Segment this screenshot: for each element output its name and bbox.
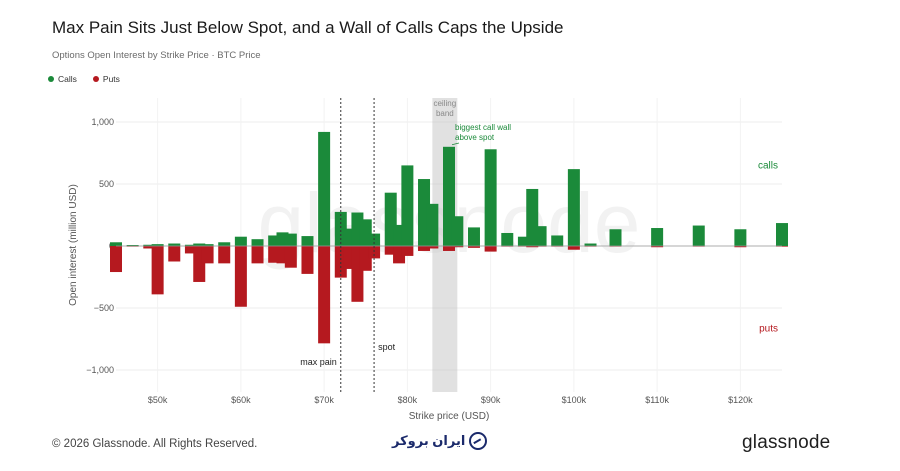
call-bar: [110, 242, 122, 246]
call-bar: [143, 244, 156, 246]
x-tick-label: $110k: [645, 395, 669, 405]
call-bar: [268, 235, 281, 246]
y-tick-label: 1,000: [91, 117, 114, 127]
call-bar: [551, 235, 564, 246]
call-bar: [467, 227, 480, 246]
call-bar: [318, 131, 331, 246]
annotation-arrow: [451, 142, 460, 146]
annotation-call-wall: biggest call wall: [455, 123, 511, 132]
footer-copyright: © 2026 Glassnode. All Rights Reserved.: [52, 438, 258, 450]
ceiling-band-label: band: [436, 109, 454, 118]
put-bar: [234, 246, 247, 307]
footer-brand: ایران بروکر: [392, 432, 488, 450]
call-bar: [193, 243, 206, 246]
call-bar: [426, 203, 439, 246]
call-bar: [184, 244, 197, 246]
call-bar: [651, 228, 664, 246]
call-bar: [451, 216, 464, 246]
call-bar: [501, 232, 514, 246]
put-bar: [301, 246, 314, 274]
footer-brand-label: ایران بروکر: [392, 433, 466, 448]
annotation-puts: puts: [759, 324, 778, 335]
call-bar: [692, 225, 705, 246]
y-tick-label: −500: [94, 303, 114, 313]
put-bar: [526, 246, 539, 248]
call-bar: [734, 229, 747, 246]
call-bar: [517, 236, 530, 246]
call-bar: [301, 236, 314, 246]
legend-item-puts[interactable]: Puts: [92, 74, 120, 84]
annotation-calls: calls: [758, 160, 778, 171]
legend-puts-marker: [92, 76, 99, 82]
chart-subtitle: Options Open Interest by Strike Price · …: [52, 50, 261, 61]
call-bar: [284, 233, 297, 246]
put-bar: [184, 246, 197, 254]
y-axis-label: Open interest (million USD): [68, 184, 79, 306]
legend-calls-marker: [48, 76, 54, 82]
put-bar: [443, 246, 455, 251]
legend-calls-label: Calls: [58, 74, 77, 84]
put-bar: [651, 246, 664, 248]
put-bar: [318, 246, 331, 344]
x-axis-label: Strike price (USD): [409, 411, 490, 422]
reference-label-max-pain: max pain: [300, 357, 337, 367]
put-bar: [451, 246, 464, 248]
call-bar: [234, 236, 247, 246]
put-bar: [484, 246, 497, 252]
put-bar: [368, 246, 381, 259]
x-tick-label: $60k: [231, 395, 251, 405]
call-bar: [776, 223, 788, 246]
put-bar: [201, 246, 214, 264]
put-bar: [218, 246, 231, 264]
legend: Calls Puts: [48, 74, 120, 84]
call-bar: [201, 244, 214, 246]
x-tick-label: $120k: [728, 395, 753, 405]
call-bar: [218, 242, 231, 246]
call-bar: [484, 149, 497, 246]
ceiling-band-label: ceiling: [433, 99, 456, 108]
chart-title: Max Pain Sits Just Below Spot, and a Wal…: [52, 18, 564, 37]
put-bar: [567, 246, 580, 250]
call-bar: [126, 245, 139, 246]
y-tick-label: −1,000: [86, 365, 114, 375]
put-bar: [110, 246, 122, 273]
x-tick-label: $100k: [562, 395, 587, 405]
x-tick-label: $50k: [148, 395, 168, 405]
put-bar: [143, 246, 156, 249]
put-bar: [384, 246, 397, 255]
put-bar: [251, 246, 264, 264]
call-bar: [584, 243, 597, 246]
call-bar: [151, 244, 164, 246]
put-bar: [168, 246, 181, 262]
call-bar: [567, 169, 580, 246]
x-tick-label: $80k: [398, 395, 418, 405]
glassnode-logo: glassnode: [742, 432, 831, 453]
put-bar: [418, 246, 431, 251]
chart-trend-icon: [469, 432, 488, 450]
put-bar: [467, 246, 480, 248]
annotation-call-wall: above spot: [455, 133, 495, 142]
x-tick-label: $90k: [481, 395, 501, 405]
reference-label-spot: spot: [378, 342, 396, 352]
put-bar: [401, 246, 414, 256]
call-bar: [534, 226, 547, 246]
call-bar: [168, 243, 181, 246]
put-bar: [734, 246, 747, 248]
y-tick-label: 500: [99, 179, 114, 189]
legend-puts-label: Puts: [102, 74, 120, 84]
put-bar: [151, 246, 164, 295]
call-bar: [609, 229, 622, 246]
put-bar: [426, 246, 439, 249]
call-bar: [401, 165, 414, 246]
call-bar: [251, 239, 264, 246]
put-bar: [284, 246, 297, 268]
x-tick-label: $70k: [314, 395, 334, 405]
legend-item-calls[interactable]: Calls: [48, 74, 77, 84]
